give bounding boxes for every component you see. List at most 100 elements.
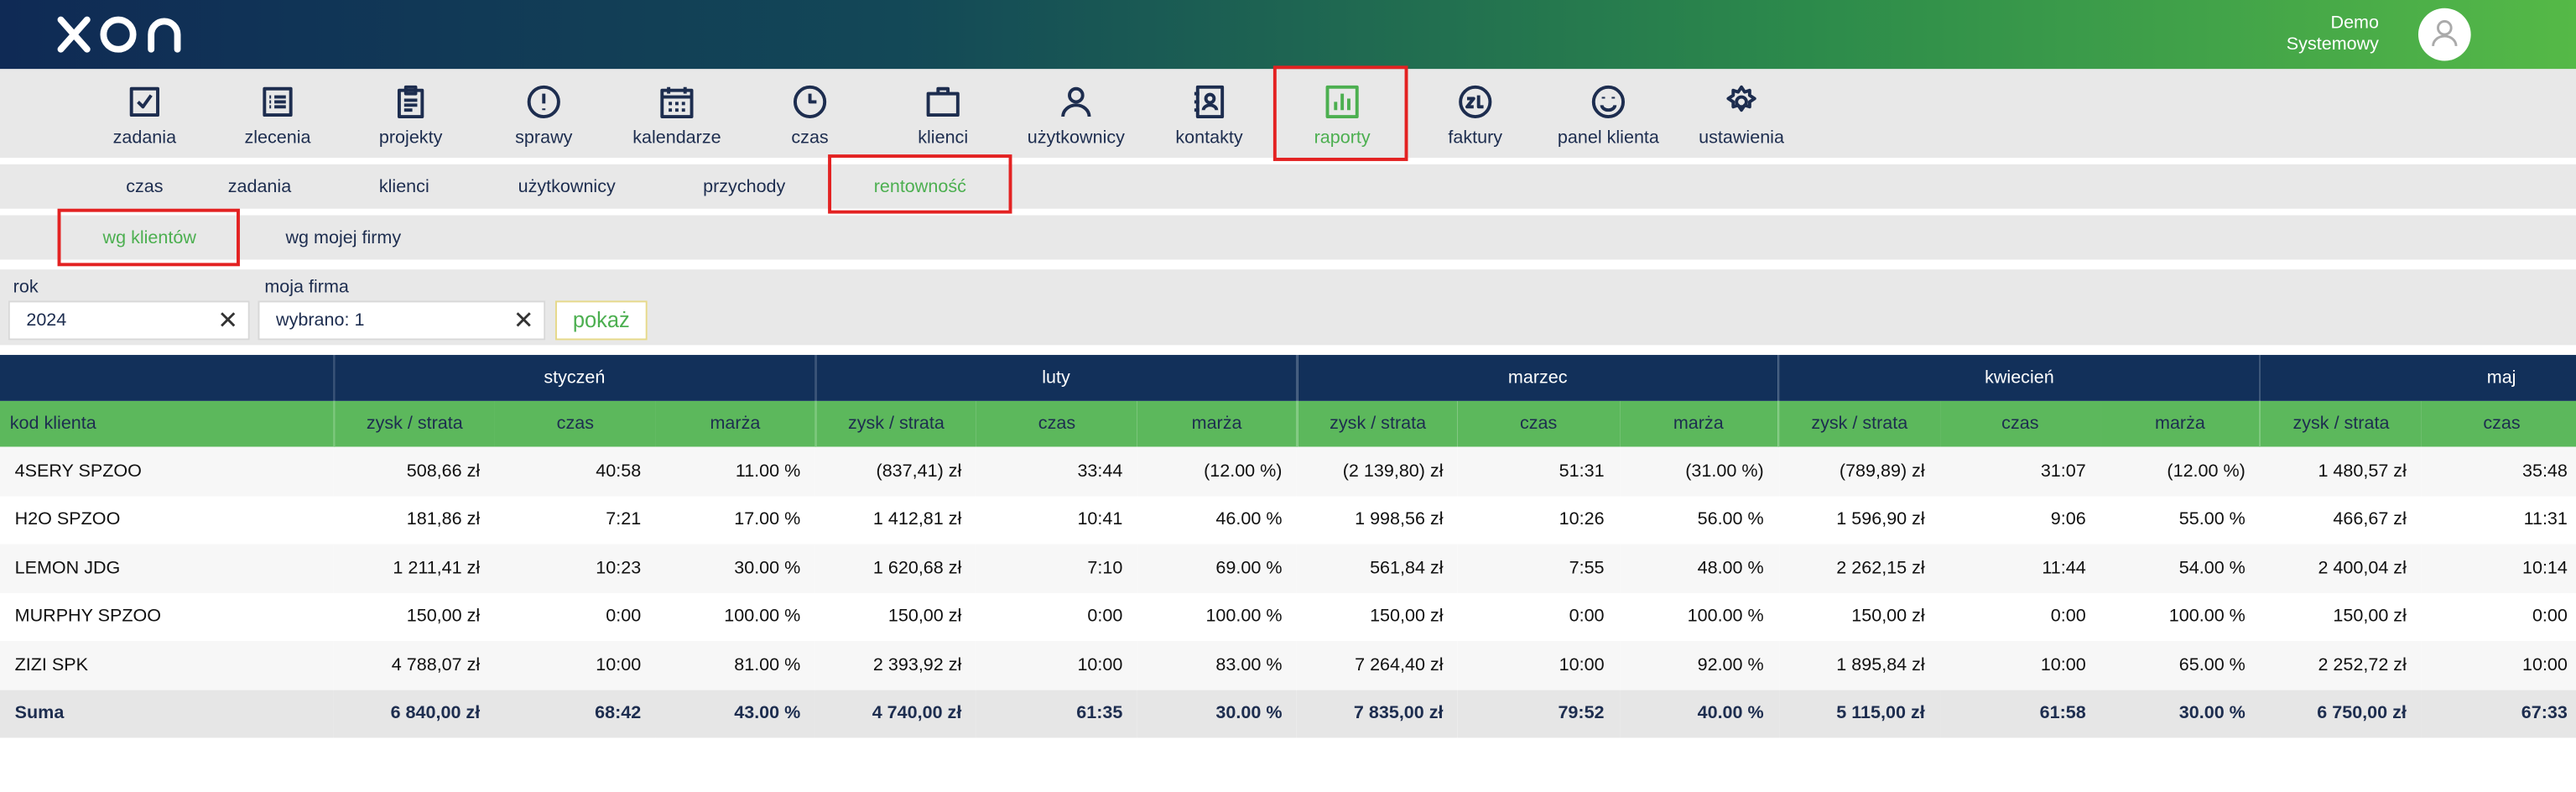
data-row[interactable]: ZIZI SPK 4 788,07 zł 10:00 81.00 % 2 393,92 … xyxy=(0,640,2576,690)
data-row[interactable]: 4SERY SPZOO 508,66 zł 40:58 11.00 % (837,41)… xyxy=(0,446,2576,496)
nav-label: kontakty xyxy=(1175,128,1243,148)
sub-nav-item[interactable]: zadania xyxy=(227,177,292,198)
logo[interactable] xyxy=(56,15,195,55)
show-button[interactable]: pokaż xyxy=(554,300,648,341)
cell: (837,41) zł xyxy=(814,446,976,496)
data-row[interactable]: MURPHY SPZOO 150,00 zł 0:00 100.00 % 150,00 … xyxy=(0,592,2576,641)
cell: 10:41 xyxy=(1077,509,1123,530)
column-header: czas xyxy=(2421,400,2576,447)
user-first: Demo xyxy=(2330,13,2379,34)
cell: 2 252,72 zł xyxy=(2260,640,2422,690)
column-header: zysk / strata xyxy=(1777,400,1940,447)
cell: 61:58 xyxy=(1939,689,2101,737)
cell: 79:52 xyxy=(1458,689,1620,737)
user-name[interactable]: Demo Systemowy xyxy=(2287,13,2379,56)
cell: 1 620,68 zł xyxy=(814,544,976,593)
subsub-nav-item[interactable]: wg klientów xyxy=(102,228,196,248)
cell: 33:44 xyxy=(976,446,1137,496)
column-header: marża xyxy=(1619,400,1779,447)
filter-input[interactable]: wybrano: 1 ✕ xyxy=(258,300,546,341)
column-header: czas xyxy=(1458,400,1620,447)
nav-item[interactable]: ustawienia xyxy=(1676,69,1808,158)
sub-nav-item[interactable]: użytkownicy xyxy=(518,177,616,198)
cell: 81.00 % xyxy=(655,640,815,690)
avatar[interactable] xyxy=(2417,8,2471,61)
nav-item[interactable]: panel klienta xyxy=(1543,69,1674,158)
cell: (2 139,80) zł xyxy=(1297,446,1459,496)
cell: 10:26 xyxy=(1559,509,1605,530)
nav-item[interactable]: kontakty xyxy=(1143,69,1275,158)
filter-value: 2024 xyxy=(26,310,67,331)
cell: 55.00 % xyxy=(2178,509,2246,530)
cell: 40.00 % xyxy=(1619,689,1779,737)
nav-label: użytkownicy xyxy=(1027,128,1125,148)
cell: 83.00 % xyxy=(1137,640,1298,690)
cell: 6 750,00 zł xyxy=(2260,689,2422,737)
nav-item[interactable]: projekty xyxy=(345,69,476,158)
cell: 7:55 xyxy=(1458,544,1620,593)
nav-icon xyxy=(397,85,424,119)
nav-item[interactable]: klienci xyxy=(877,69,1009,158)
cell: (789,89) zł xyxy=(1778,446,1940,496)
cell: 7 264,40 zł xyxy=(1297,640,1459,690)
sub-nav: czas zadania klienci użytkownicy przychody re… xyxy=(0,154,2576,214)
cell: 30.00 % xyxy=(2100,689,2261,737)
cell: 10:23 xyxy=(494,544,656,593)
cell: 11:31 xyxy=(2523,509,2568,530)
nav-label: zadania xyxy=(112,128,177,148)
cell: 6 840,00 zł xyxy=(333,689,495,737)
nav-item[interactable]: sprawy xyxy=(478,69,610,158)
filter-input[interactable]: 2024 ✕ xyxy=(8,300,250,341)
cell: 10:00 xyxy=(494,640,656,690)
data-row[interactable]: LEMON JDG 1 211,41 zł 10:23 30.00 % 1 620,68… xyxy=(0,544,2576,593)
column-header: czas xyxy=(494,400,656,447)
filters: rok 2024 ✕ moja firma wybrano: 1 ✕ pokaż xyxy=(0,269,2576,346)
data-row[interactable]: H2O SPZOO 181,86 zł 7:21 17.00 % 1 412,81 zł… xyxy=(0,496,2576,544)
nav-item[interactable]: raporty xyxy=(1277,69,1408,158)
nav-item[interactable]: kalendarze xyxy=(611,69,743,158)
nav-icon xyxy=(926,86,960,117)
clear-icon[interactable]: ✕ xyxy=(217,307,238,336)
sub-nav-item[interactable]: czas xyxy=(126,177,164,198)
cell: 46.00 % xyxy=(1215,509,1283,530)
sub-nav-item[interactable]: przychody xyxy=(703,177,786,198)
clear-icon[interactable]: ✕ xyxy=(513,307,534,336)
header-cell xyxy=(0,355,334,401)
nav-icon xyxy=(1459,85,1492,119)
month-header: marzec xyxy=(1296,355,1779,401)
cell: 150,00 zł xyxy=(2333,607,2407,627)
nav-item[interactable]: zlecenia xyxy=(212,69,344,158)
column-header: marża xyxy=(1137,400,1298,447)
active-highlight xyxy=(57,208,240,267)
cell: 7 835,00 zł xyxy=(1297,689,1459,737)
nav-icon xyxy=(793,85,827,119)
nav-item[interactable]: zadania xyxy=(79,69,211,158)
subsub-nav-item[interactable]: wg mojej firmy xyxy=(285,228,402,248)
client-name: ZIZI SPK xyxy=(0,640,334,690)
nav-icon xyxy=(1325,85,1359,119)
cell: 65.00 % xyxy=(2100,640,2261,690)
filter-label: rok xyxy=(13,277,39,298)
nav-icon xyxy=(1061,86,1091,117)
month-header: kwiecień xyxy=(1777,355,2261,401)
client-name: MURPHY SPZOO xyxy=(14,607,161,627)
month-header: luty xyxy=(814,355,1298,401)
nav-item[interactable]: czas xyxy=(744,69,876,158)
nav-item[interactable]: faktury xyxy=(1409,69,1541,158)
nav-icon xyxy=(129,86,159,117)
cell: (12.00 %) xyxy=(1137,446,1298,496)
cell: 40:58 xyxy=(494,446,656,496)
month-header: styczeń xyxy=(332,355,815,401)
cell: 150,00 zł xyxy=(1370,607,1444,627)
cell: 150,00 zł xyxy=(406,607,481,627)
nav-item[interactable]: użytkownicy xyxy=(1011,69,1142,158)
nav-label: zlecenia xyxy=(244,128,311,148)
cell: 31:07 xyxy=(1939,446,2101,496)
client-name: H2O SPZOO xyxy=(14,509,121,530)
sub-nav-item[interactable]: klienci xyxy=(378,177,429,198)
sub-nav-item[interactable]: rentowność xyxy=(873,177,966,198)
cell: 1 596,90 zł xyxy=(1836,509,1925,530)
column-header: marża xyxy=(655,400,815,447)
